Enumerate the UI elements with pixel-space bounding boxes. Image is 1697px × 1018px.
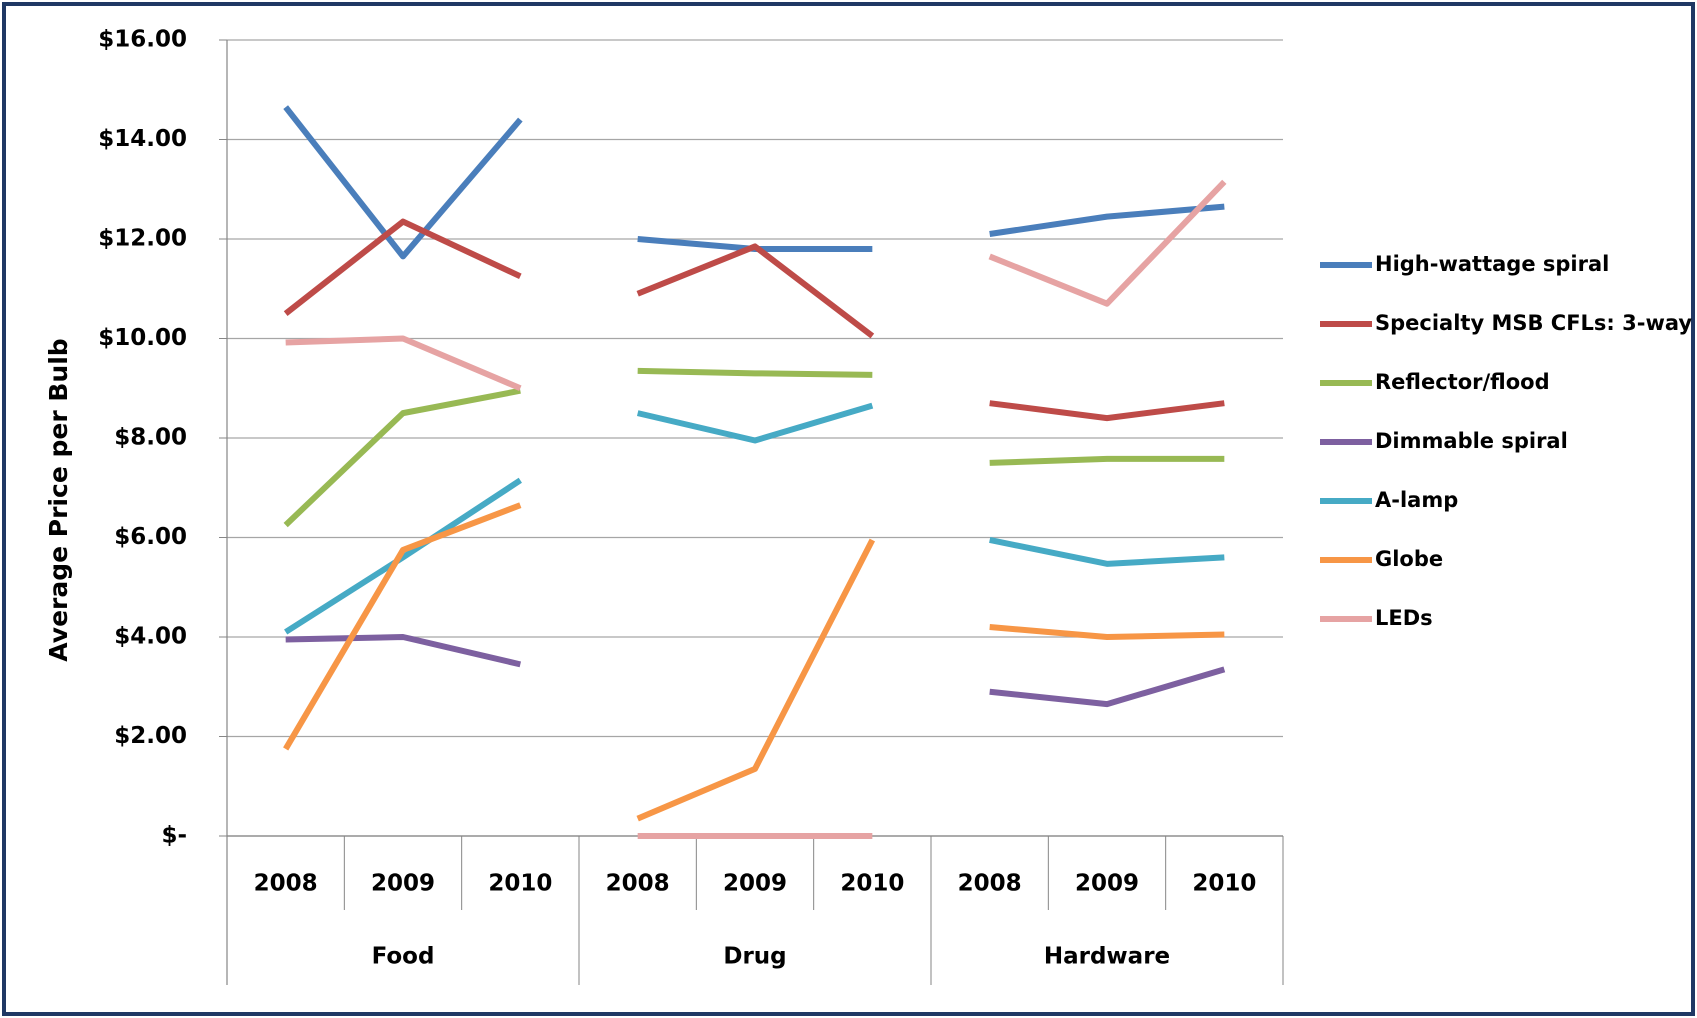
series-line bbox=[283, 387, 521, 528]
x-tick-label: 2008 bbox=[606, 871, 670, 897]
legend-label: Globe bbox=[1375, 547, 1443, 571]
series-line bbox=[636, 243, 875, 339]
series-line bbox=[989, 537, 1225, 567]
series-line bbox=[989, 203, 1225, 237]
series-line bbox=[283, 105, 523, 260]
series-line bbox=[285, 335, 522, 392]
y-tick-label: $6.00 bbox=[114, 524, 187, 550]
x-tick-label: 2009 bbox=[371, 871, 435, 897]
x-tick-label: 2009 bbox=[1075, 871, 1139, 897]
legend-label: High-wattage spiral bbox=[1375, 252, 1609, 276]
y-tick-label: $4.00 bbox=[114, 624, 187, 650]
series-line bbox=[284, 477, 522, 635]
series-line bbox=[989, 624, 1225, 640]
x-tick-label: 2010 bbox=[488, 871, 552, 897]
x-tick-label: 2008 bbox=[958, 871, 1022, 897]
series-line bbox=[283, 502, 522, 751]
series-line bbox=[989, 455, 1225, 466]
y-tick-label: $8.00 bbox=[114, 425, 187, 451]
series-line bbox=[989, 666, 1226, 708]
y-tick-label: $12.00 bbox=[98, 226, 187, 252]
series-line bbox=[636, 402, 874, 444]
series-line bbox=[283, 218, 522, 316]
legend-label: Specialty MSB CFLs: 3-way bbox=[1375, 311, 1692, 335]
series-line bbox=[637, 367, 873, 378]
legend-label: Reflector/flood bbox=[1375, 370, 1550, 394]
legend-label: LEDs bbox=[1375, 606, 1433, 630]
series-line bbox=[989, 400, 1225, 422]
y-tick-label: $14.00 bbox=[98, 126, 187, 152]
x-tick-label: 2010 bbox=[1192, 871, 1256, 897]
x-tick-label: 2010 bbox=[840, 871, 904, 897]
series-line bbox=[636, 538, 876, 822]
y-tick-label: $10.00 bbox=[98, 325, 187, 351]
y-tick-label: $- bbox=[161, 823, 187, 849]
legend-label: Dimmable spiral bbox=[1375, 429, 1568, 453]
x-tick-label: 2009 bbox=[723, 871, 787, 897]
legend-label: A-lamp bbox=[1375, 488, 1458, 512]
group-label: Hardware bbox=[1044, 944, 1170, 970]
group-label: Food bbox=[372, 944, 435, 970]
y-tick-label: $16.00 bbox=[98, 27, 187, 53]
series-line bbox=[988, 179, 1227, 307]
group-label: Drug bbox=[723, 944, 786, 970]
series-line bbox=[285, 634, 522, 668]
x-tick-label: 2008 bbox=[254, 871, 318, 897]
y-axis-title: Average Price per Bulb bbox=[44, 338, 73, 661]
y-tick-label: $2.00 bbox=[114, 723, 187, 749]
